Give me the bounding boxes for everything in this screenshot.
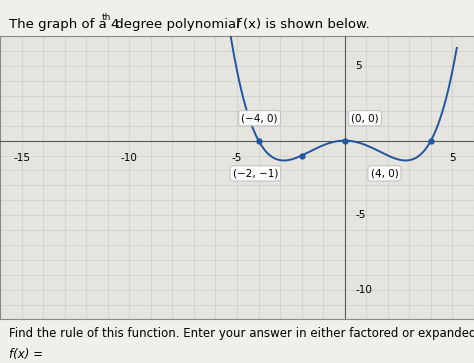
Text: f: f (235, 18, 239, 31)
Text: f(x) =: f(x) = (9, 348, 44, 362)
Text: (0, 0): (0, 0) (351, 113, 379, 123)
Text: (x) is shown below.: (x) is shown below. (243, 18, 369, 31)
Text: -15: -15 (13, 152, 30, 163)
Text: -10: -10 (121, 152, 138, 163)
Text: -5: -5 (356, 210, 366, 220)
Text: (−2, −1): (−2, −1) (233, 168, 278, 178)
Text: Find the rule of this function. Enter your answer in either factored or expanded: Find the rule of this function. Enter yo… (9, 327, 474, 340)
Text: The graph of a 4: The graph of a 4 (9, 18, 120, 31)
Text: degree polynomial: degree polynomial (111, 18, 245, 31)
Text: -10: -10 (356, 285, 373, 295)
Text: -5: -5 (232, 152, 242, 163)
Text: 5: 5 (356, 61, 362, 71)
Text: (4, 0): (4, 0) (371, 168, 398, 178)
Text: 5: 5 (449, 152, 456, 163)
Text: (−4, 0): (−4, 0) (241, 113, 278, 123)
Text: th: th (102, 13, 111, 22)
